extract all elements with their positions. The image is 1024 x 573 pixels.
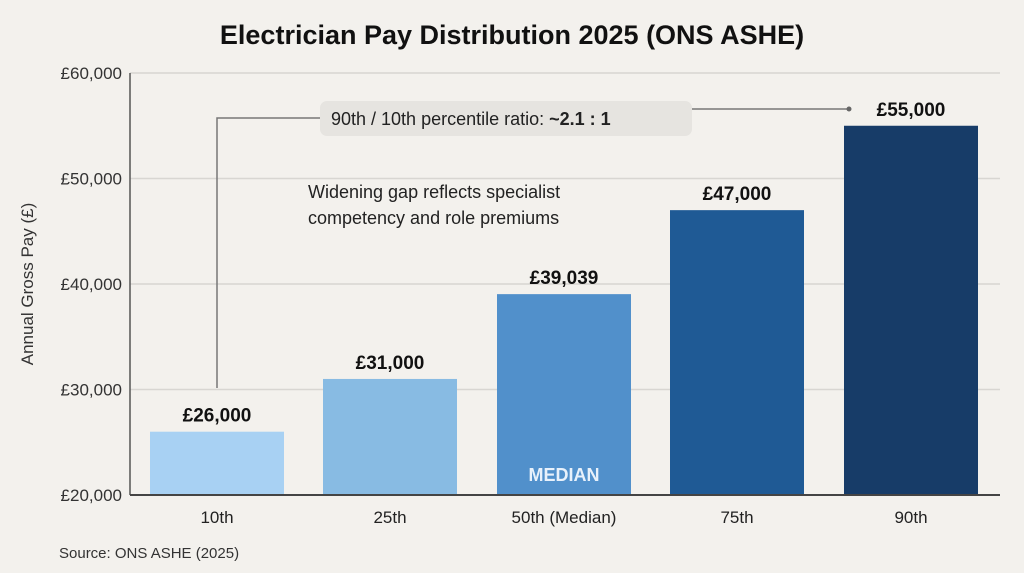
note-line-1: Widening gap reflects specialist xyxy=(308,182,560,202)
y-tick-label: £60,000 xyxy=(61,64,122,83)
bar xyxy=(670,210,804,495)
ratio-text: 90th / 10th percentile ratio: ~2.1 : 1 xyxy=(331,109,611,129)
data-label: £31,000 xyxy=(356,353,425,374)
chart-title: Electrician Pay Distribution 2025 (ONS A… xyxy=(220,20,804,50)
ratio-bracket-dot xyxy=(846,106,852,112)
bar xyxy=(497,294,631,495)
ratio-bracket-left xyxy=(216,117,322,388)
data-label: £55,000 xyxy=(877,100,946,121)
y-tick-label: £40,000 xyxy=(61,275,122,294)
ratio-box xyxy=(320,101,692,136)
x-tick-label: 10th xyxy=(200,508,233,527)
y-tick-label: £20,000 xyxy=(61,486,122,505)
median-bar-label: MEDIAN xyxy=(529,465,600,485)
y-axis-ticks: £20,000 £30,000 £40,000 £50,000 £60,000 xyxy=(61,64,122,505)
x-tick-label: 25th xyxy=(373,508,406,527)
note-line-2: competency and role premiums xyxy=(308,208,559,228)
data-label: £39,039 xyxy=(530,268,599,289)
bar xyxy=(323,378,457,495)
bars: £26,000 10th £31,000 25th £39,039 50th (Media… xyxy=(150,100,978,527)
source-note: Source: ONS ASHE (2025) xyxy=(59,545,239,562)
bar xyxy=(150,431,284,495)
data-label: £47,000 xyxy=(703,184,772,205)
y-tick-label: £50,000 xyxy=(61,170,122,189)
data-label: £26,000 xyxy=(183,406,252,427)
x-tick-label: 90th xyxy=(894,508,927,527)
y-tick-label: £30,000 xyxy=(61,381,122,400)
x-tick-label: 50th (Median) xyxy=(512,508,617,527)
y-axis-label: Annual Gross Pay (£) xyxy=(18,203,37,366)
x-tick-label: 75th xyxy=(720,508,753,527)
bar xyxy=(844,125,978,495)
note-background xyxy=(300,184,436,236)
